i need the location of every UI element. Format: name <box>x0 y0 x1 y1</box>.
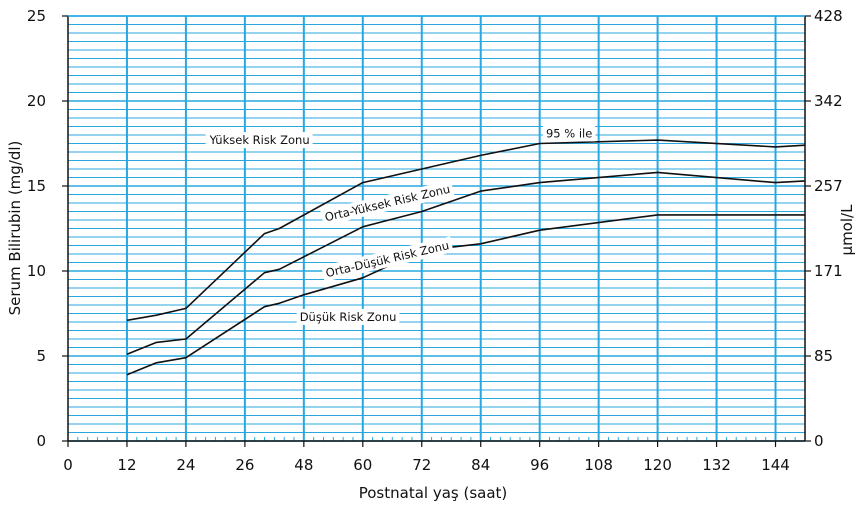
percentile-line-2 <box>126 171 806 356</box>
x-tick-label: 96 <box>530 456 549 474</box>
zone-annotation: Düşük Risk Zonu <box>296 308 400 325</box>
y-tick-label: 10 <box>27 262 46 280</box>
zone-annotation: Orta-Düşük Risk Zonu <box>321 236 454 282</box>
y-right-tick-label: 257 <box>814 177 843 195</box>
zone-label-background <box>321 236 454 282</box>
x-tick-label: 84 <box>471 456 490 474</box>
zone-annotation: Yüksek Risk Zonu <box>205 132 313 149</box>
zone-annotation: 95 % ile <box>542 125 596 142</box>
y-right-tick-label: 342 <box>814 92 843 110</box>
x-tick-label: 144 <box>761 456 790 474</box>
y-tick-label: 5 <box>36 347 46 365</box>
zone-label-background <box>205 132 313 149</box>
zone-label-background <box>296 308 400 325</box>
axes <box>62 15 811 447</box>
series-lines <box>126 139 806 376</box>
x-axis-title: Postnatal yaş (saat) <box>359 484 508 502</box>
x-tick-label: 108 <box>584 456 613 474</box>
x-tick-label: 120 <box>643 456 672 474</box>
x-tick-label: 26 <box>235 456 254 474</box>
percentile-line-1 <box>126 139 806 322</box>
x-tick-label: 0 <box>63 456 73 474</box>
zone-label: 95 % ile <box>546 126 592 140</box>
y-tick-label: 20 <box>27 92 46 110</box>
x-tick-label: 132 <box>702 456 731 474</box>
y-right-tick-label: 0 <box>814 432 824 450</box>
zone-label: Orta-Düşük Risk Zonu <box>324 238 450 280</box>
y-tick-label: 0 <box>36 432 46 450</box>
y-right-tick-label: 428 <box>814 7 843 25</box>
x-tick-label: 48 <box>294 456 313 474</box>
x-tick-label: 12 <box>117 456 136 474</box>
y-right-tick-label: 85 <box>814 347 833 365</box>
y-axis-title: Serum Bilirubin (mg/dl) <box>6 141 24 316</box>
x-tick-label: 60 <box>353 456 372 474</box>
x-tick-label: 72 <box>412 456 431 474</box>
zone-label: Yüksek Risk Zonu <box>209 133 310 147</box>
percentile-line-3 <box>126 214 805 376</box>
tick-labels: 0 5 10 15 20 25 0 85 171 257 342 428 0 12 24 26 48 60 72 84… <box>27 7 843 474</box>
y-tick-label: 25 <box>27 7 46 25</box>
x-tick-label: 24 <box>176 456 195 474</box>
zone-label: Düşük Risk Zonu <box>300 310 397 324</box>
y-right-tick-label: 171 <box>814 262 843 280</box>
zone-label-background <box>320 180 455 226</box>
zone-label-background <box>542 125 596 142</box>
y-right-axis-title: µmol/L <box>838 204 856 256</box>
grid <box>68 15 805 442</box>
y-tick-label: 15 <box>27 177 46 195</box>
